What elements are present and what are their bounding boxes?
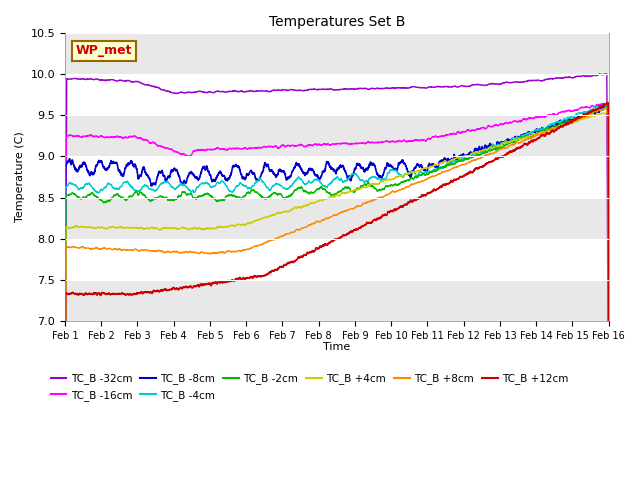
TC_B -2cm (177, 192, 185, 198)
TC_B -4cm (399, 174, 407, 180)
TC_B -16cm (390, 139, 397, 144)
X-axis label: Time: Time (323, 342, 350, 352)
Bar (65, 198, 609, 239)
TC_B -32cm (213, 88, 221, 94)
TC_B -16cm (399, 138, 407, 144)
TC_B +8cm (177, 250, 185, 255)
TC_B -16cm (605, 454, 612, 459)
TC_B +12cm (390, 208, 397, 214)
TC_B +4cm (605, 475, 612, 480)
Line: TC_B +12cm: TC_B +12cm (65, 103, 609, 480)
TC_B -32cm (61, 468, 68, 474)
Bar (65, 280, 609, 321)
TC_B -16cm (605, 366, 612, 372)
TC_B -32cm (605, 400, 612, 406)
TC_B -16cm (177, 152, 185, 157)
TC_B -2cm (605, 433, 612, 439)
TC_B -32cm (605, 466, 612, 472)
TC_B +12cm (399, 203, 407, 209)
TC_B +4cm (390, 176, 397, 182)
TC_B +12cm (177, 285, 185, 291)
TC_B -8cm (605, 263, 612, 268)
TC_B +8cm (399, 186, 407, 192)
TC_B -8cm (600, 103, 607, 108)
TC_B +8cm (605, 473, 612, 479)
TC_B -8cm (390, 167, 397, 172)
TC_B -2cm (553, 124, 561, 130)
TC_B +4cm (605, 371, 612, 376)
Bar (65, 239, 609, 280)
TC_B -4cm (213, 180, 221, 186)
TC_B +4cm (399, 173, 407, 179)
TC_B -32cm (553, 75, 561, 81)
TC_B -16cm (553, 112, 561, 118)
Line: TC_B -2cm: TC_B -2cm (65, 106, 609, 480)
TC_B +8cm (390, 188, 397, 194)
TC_B -4cm (605, 430, 612, 436)
Line: TC_B -4cm: TC_B -4cm (65, 102, 609, 480)
TC_B +4cm (553, 126, 561, 132)
TC_B -4cm (553, 119, 561, 125)
TC_B -4cm (604, 99, 612, 105)
TC_B -2cm (604, 103, 612, 108)
TC_B -32cm (177, 89, 185, 95)
TC_B +4cm (177, 225, 185, 230)
TC_B +8cm (213, 250, 221, 256)
Bar (65, 33, 609, 74)
Line: TC_B -8cm: TC_B -8cm (65, 106, 609, 480)
TC_B +12cm (605, 199, 612, 205)
TC_B -2cm (399, 180, 407, 185)
TC_B -16cm (213, 145, 221, 151)
TC_B -32cm (390, 85, 397, 91)
TC_B -32cm (399, 85, 407, 91)
TC_B +12cm (605, 397, 612, 403)
TC_B -4cm (390, 167, 397, 173)
Bar (65, 115, 609, 156)
TC_B -4cm (605, 298, 612, 303)
TC_B +12cm (553, 126, 561, 132)
TC_B +8cm (602, 105, 609, 110)
TC_B -4cm (177, 181, 185, 187)
TC_B -2cm (213, 199, 221, 204)
Text: WP_met: WP_met (76, 45, 132, 58)
TC_B -2cm (390, 182, 397, 188)
TC_B -8cm (177, 180, 185, 185)
Y-axis label: Temperature (C): Temperature (C) (15, 132, 25, 222)
TC_B -8cm (399, 159, 407, 165)
TC_B -32cm (603, 71, 611, 77)
TC_B +12cm (213, 280, 221, 286)
TC_B -8cm (213, 173, 221, 179)
Bar (65, 74, 609, 115)
Line: TC_B +4cm: TC_B +4cm (65, 111, 609, 480)
Legend: TC_B -32cm, TC_B -16cm, TC_B -8cm, TC_B -4cm, TC_B -2cm, TC_B +4cm, TC_B +8cm, T: TC_B -32cm, TC_B -16cm, TC_B -8cm, TC_B … (47, 370, 573, 405)
TC_B +8cm (605, 368, 612, 373)
TC_B -2cm (605, 301, 612, 307)
TC_B -8cm (605, 421, 612, 427)
Bar (65, 156, 609, 198)
Line: TC_B -32cm: TC_B -32cm (65, 74, 609, 471)
Line: TC_B -16cm: TC_B -16cm (65, 103, 609, 480)
TC_B +12cm (604, 100, 612, 106)
TC_B -8cm (553, 121, 561, 127)
Line: TC_B +8cm: TC_B +8cm (65, 108, 609, 480)
Title: Temperatures Set B: Temperatures Set B (269, 15, 405, 29)
TC_B +4cm (213, 225, 221, 231)
TC_B +4cm (604, 108, 611, 114)
TC_B +8cm (553, 125, 561, 131)
TC_B -16cm (599, 100, 607, 106)
